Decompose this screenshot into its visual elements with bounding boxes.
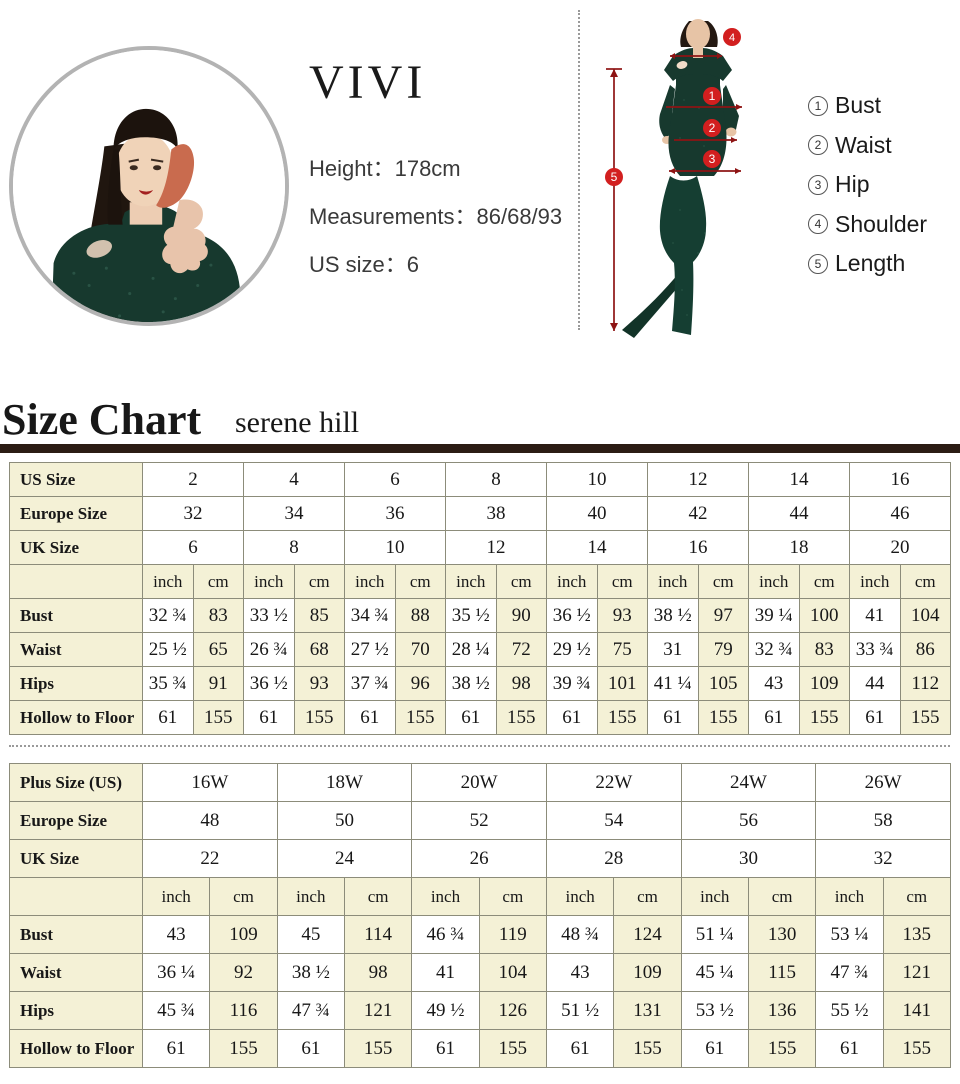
svg-text:3: 3: [709, 152, 716, 166]
svg-text:5: 5: [611, 170, 618, 184]
svg-text:2: 2: [709, 121, 716, 135]
svg-text:1: 1: [709, 89, 716, 103]
svg-text:4: 4: [729, 32, 735, 44]
